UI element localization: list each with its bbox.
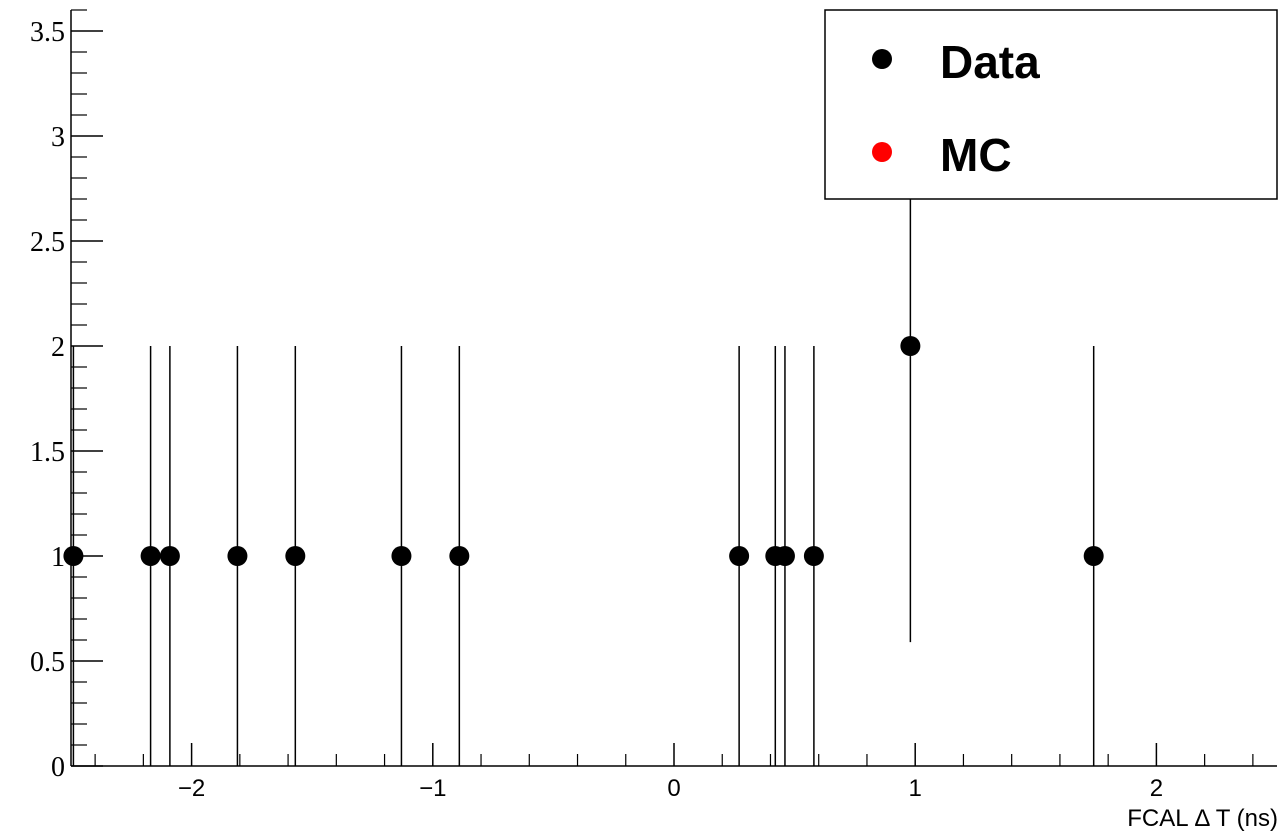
legend-marker-mc	[872, 142, 892, 162]
legend: Data MC	[824, 9, 1278, 200]
y-tick-label: 2	[51, 332, 65, 363]
y-tick-label: 1.5	[30, 437, 65, 468]
x-axis-label: FCAL Δ T (ns)	[1127, 805, 1278, 832]
data-point	[63, 546, 84, 566]
data-point	[285, 546, 306, 566]
data-point	[803, 546, 824, 566]
data-point	[227, 546, 248, 566]
legend-box	[824, 9, 1278, 200]
x-tick-label: −1	[419, 775, 446, 802]
axis-ticks: 0 0.5 1 1.5 2 2.5 3 3.5 −2 −1 0 1 2	[30, 9, 1254, 802]
y-tick-label: 0.5	[30, 647, 65, 678]
data-point	[449, 546, 470, 566]
y-tick-label: 0	[51, 752, 65, 783]
legend-label-mc: MC	[940, 129, 1012, 181]
data-point	[140, 546, 161, 566]
x-tick-label: 0	[667, 775, 680, 802]
x-tick-label: 1	[909, 775, 922, 802]
y-tick-label: 2.5	[30, 227, 65, 258]
legend-label-data: Data	[940, 36, 1040, 88]
legend-marker-data	[872, 49, 892, 69]
y-tick-label: 1	[51, 542, 65, 573]
data-point	[900, 336, 921, 356]
y-tick-label: 3.5	[30, 17, 65, 48]
data-point	[729, 546, 750, 566]
x-tick-label: −2	[178, 775, 205, 802]
data-point	[391, 546, 412, 566]
data-point	[159, 546, 180, 566]
y-tick-label: 3	[51, 122, 65, 153]
data-point	[1083, 546, 1104, 566]
x-tick-label: 2	[1150, 775, 1163, 802]
data-point	[774, 546, 795, 566]
